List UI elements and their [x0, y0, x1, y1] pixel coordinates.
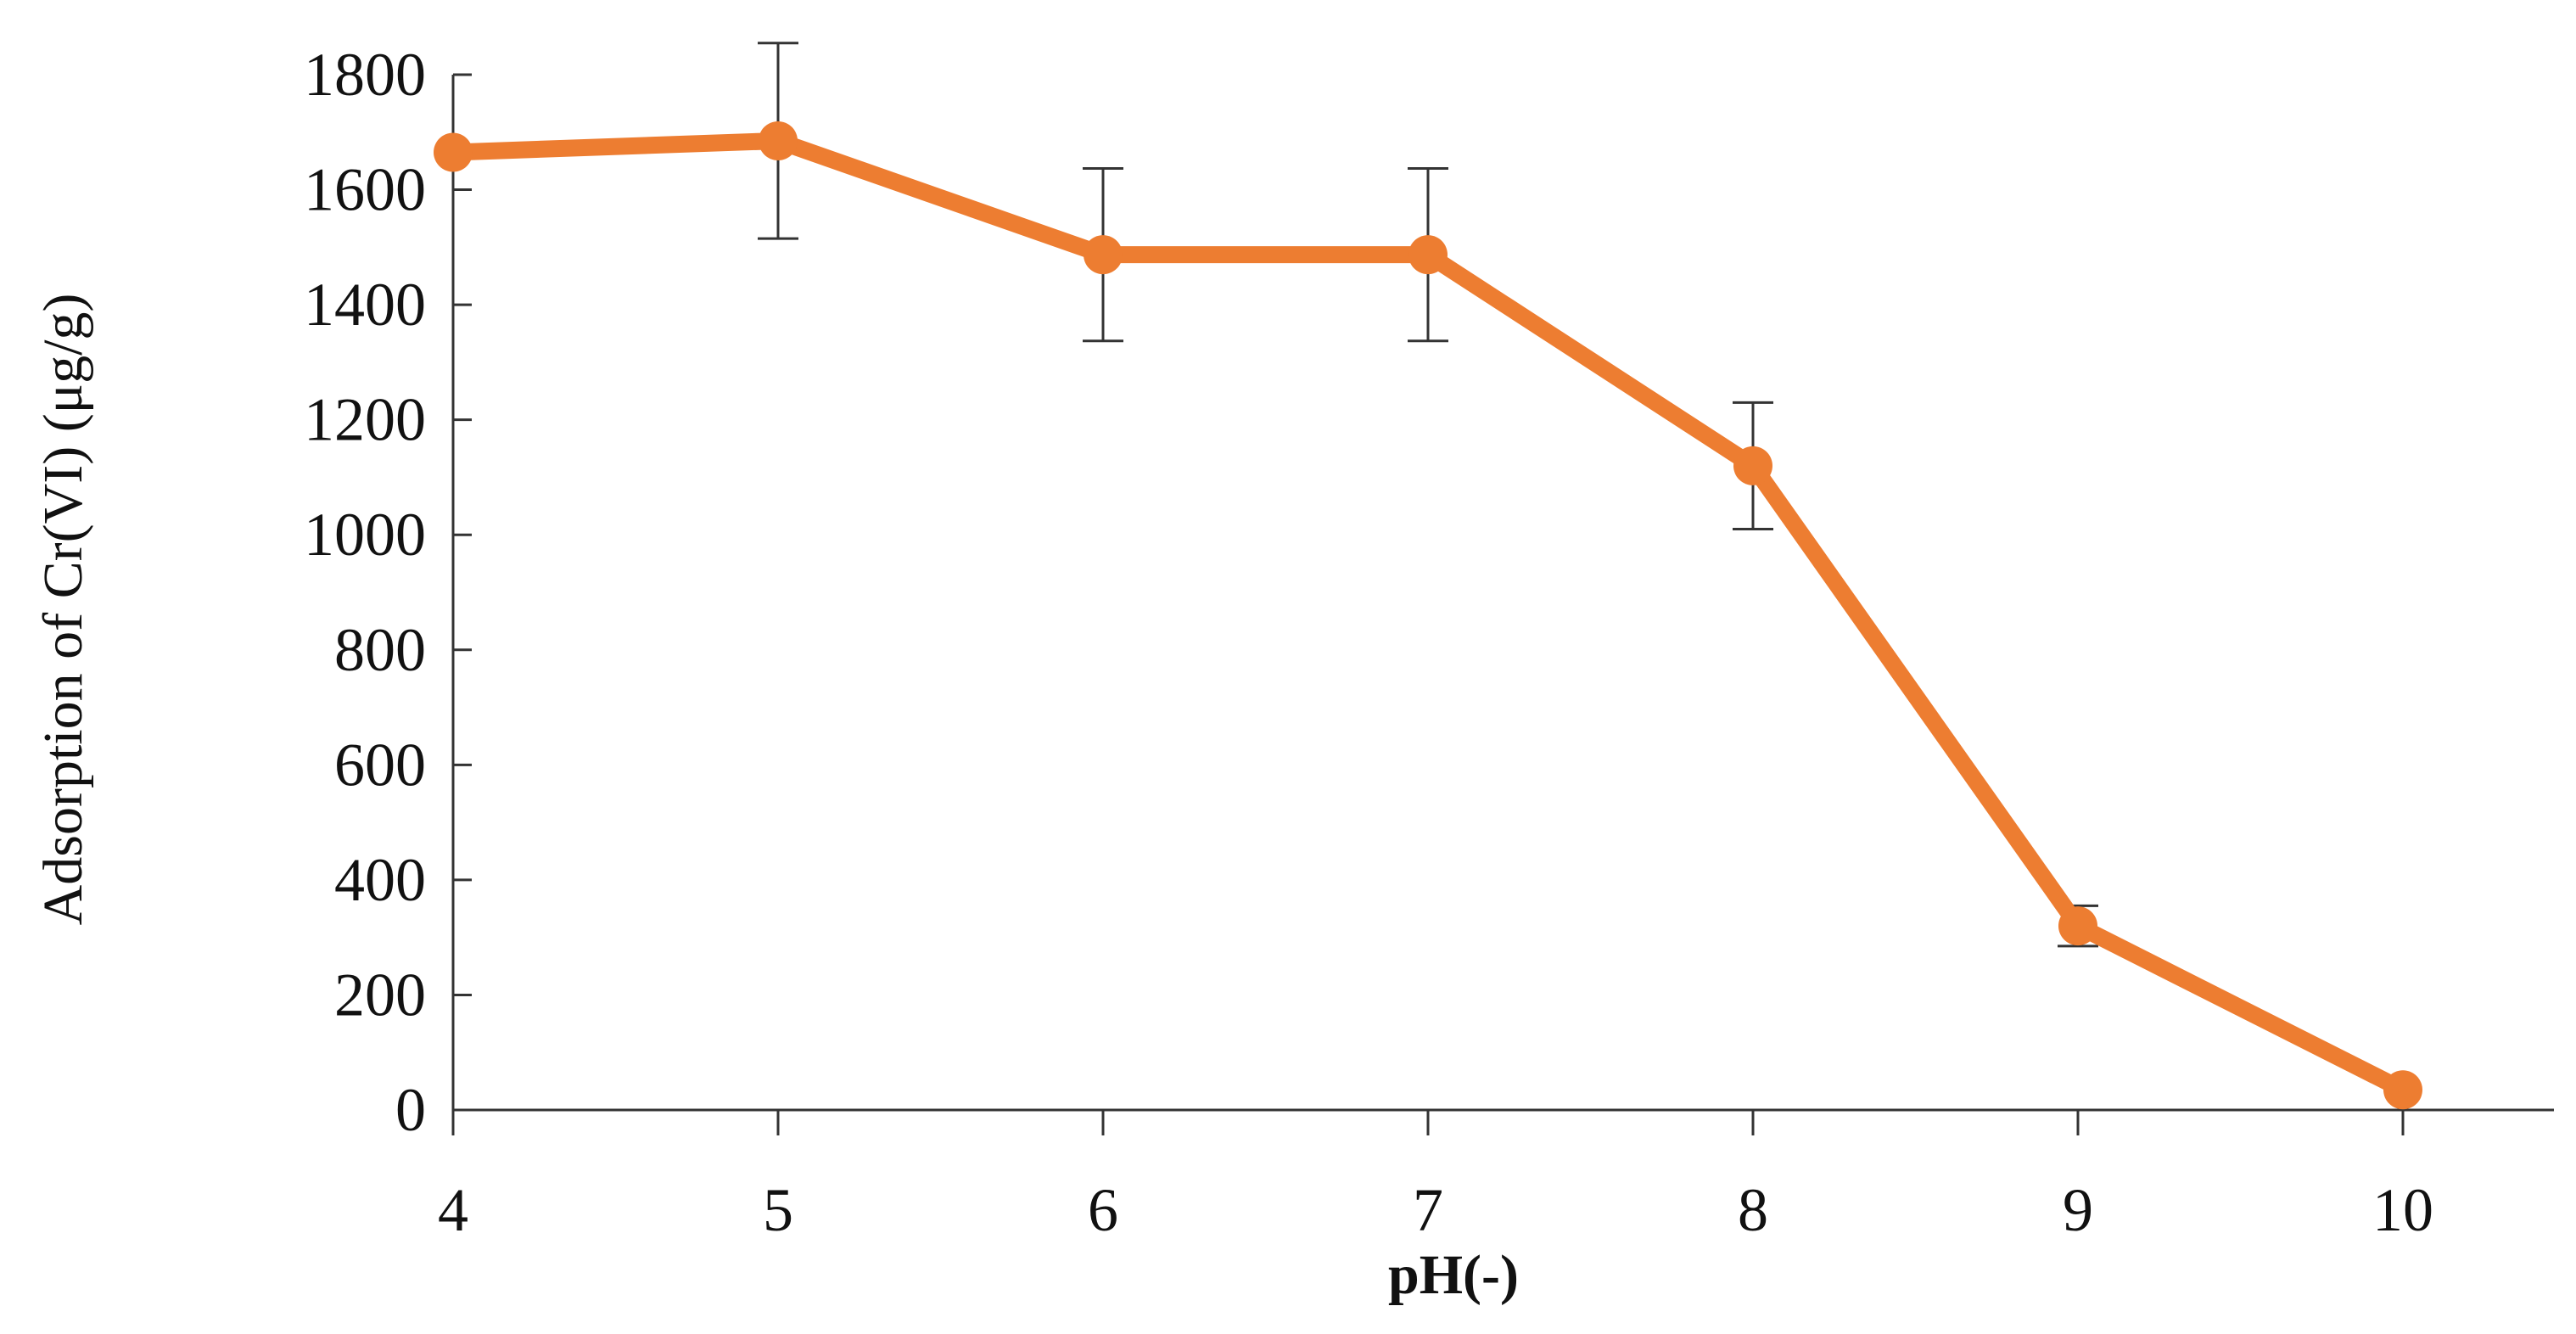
x-tick-label: 6: [1088, 1176, 1118, 1244]
y-tick-label: 600: [334, 731, 426, 799]
y-tick-label: 200: [334, 961, 426, 1029]
x-tick-label: 7: [1413, 1176, 1443, 1244]
x-ticks: 4 5 6 7 8 9 10: [438, 1110, 2433, 1244]
x-tick-label: 9: [2063, 1176, 2093, 1244]
data-point: [759, 121, 798, 160]
data-point: [434, 132, 473, 172]
data-point: [2058, 906, 2097, 946]
x-tick-label: 4: [438, 1176, 468, 1244]
y-ticks: 0 200 400 600 800 1000 1200 1400 1600 1800: [304, 41, 472, 1144]
y-tick-label: 1800: [304, 41, 426, 109]
data-point: [1084, 235, 1123, 275]
y-tick-label: 400: [334, 846, 426, 914]
data-point: [1408, 235, 1448, 275]
axes: [451, 75, 2554, 1112]
y-tick-label: 1400: [304, 271, 426, 339]
error-bars: [758, 42, 2098, 948]
series: [434, 121, 2422, 1110]
x-tick-label: 8: [1738, 1176, 1768, 1244]
y-axis-title: Adsorption of Cr(VI) (μg/g): [32, 294, 94, 926]
x-tick-label: 10: [2372, 1176, 2433, 1244]
y-tick-label: 1600: [304, 156, 426, 224]
y-tick-label: 1200: [304, 386, 426, 454]
y-tick-label: 0: [395, 1076, 426, 1144]
y-tick-label: 800: [334, 616, 426, 684]
data-point: [2383, 1070, 2422, 1110]
y-tick-label: 1000: [304, 501, 426, 569]
x-axis-title: pH(-): [1388, 1244, 1519, 1306]
x-tick-label: 5: [763, 1176, 793, 1244]
data-point: [1733, 446, 1772, 485]
